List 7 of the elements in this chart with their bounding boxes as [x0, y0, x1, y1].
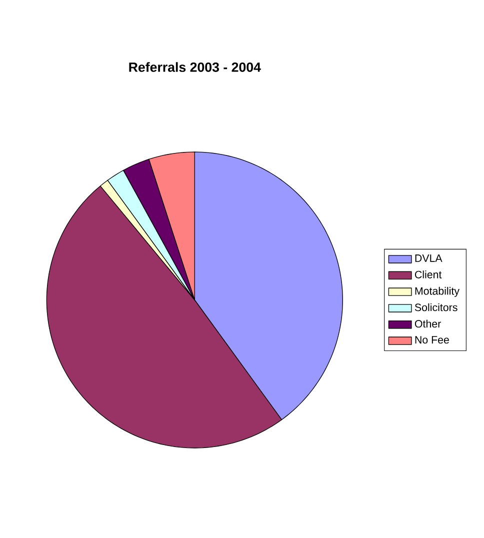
- legend-label: Client: [415, 270, 442, 278]
- legend-label: Solicitors: [414, 303, 458, 312]
- legend-label: Other: [414, 320, 441, 328]
- legend-label: Motability: [415, 286, 460, 297]
- legend-label: DVLA: [415, 254, 442, 262]
- legend-label: No Fee: [415, 336, 449, 344]
- chart-title: Referrals 2003 - 2004: [129, 62, 261, 72]
